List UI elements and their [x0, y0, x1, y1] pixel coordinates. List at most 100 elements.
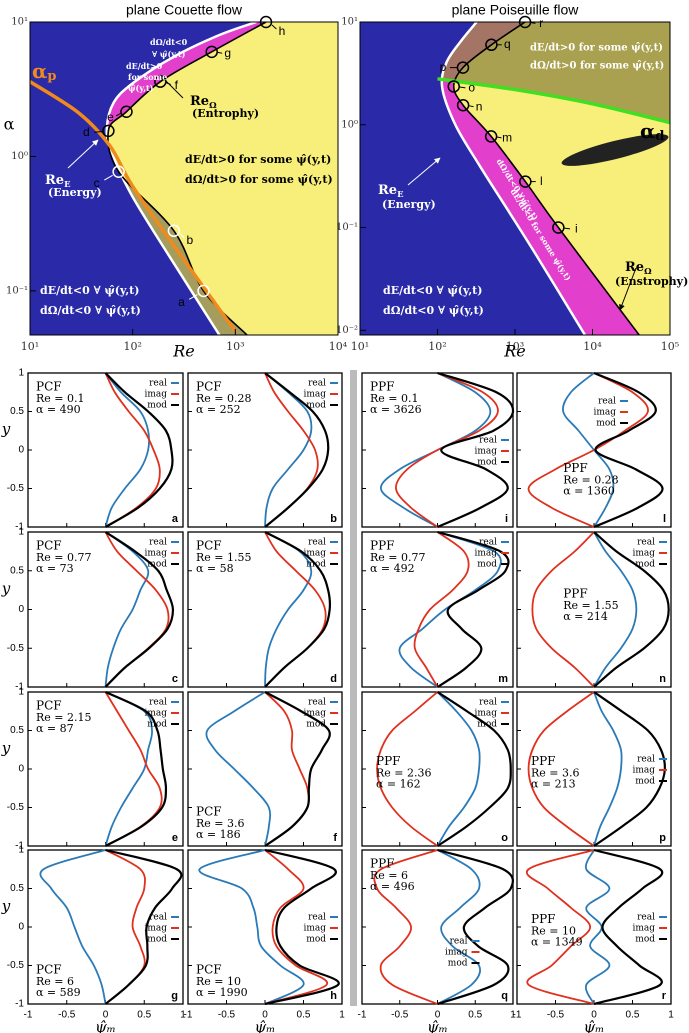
- curve: [437, 77, 670, 125]
- y-tick-label: -0.5: [7, 483, 25, 494]
- profile-line: [104, 372, 174, 528]
- profile-line: [413, 531, 470, 688]
- legend-label: real: [149, 538, 167, 548]
- x-tick-label: 10³: [226, 340, 244, 353]
- y-tick-label: 0.5: [10, 565, 24, 576]
- y-tick-label: 0.5: [10, 406, 24, 417]
- y-tick-label: 0.5: [10, 883, 24, 894]
- panel-letter: r: [662, 990, 667, 1002]
- legend-label: mod: [635, 560, 655, 570]
- x-tick-label: 10⁵: [661, 340, 679, 353]
- point-label: h: [279, 24, 286, 38]
- y-tick-label: 10⁰: [341, 119, 358, 130]
- legend-label: mod: [477, 458, 497, 468]
- region-between: [106, 22, 267, 150]
- point: [519, 175, 532, 188]
- x-axis-label: ψ̂ₘ: [255, 1018, 276, 1033]
- panel-annotation: α = 490: [36, 403, 81, 416]
- annotation: (Entrophy): [192, 107, 259, 120]
- point: [120, 105, 133, 119]
- y-tick-label: 1: [18, 527, 24, 538]
- x-tick-label: 10²: [428, 340, 446, 353]
- panel-annotation: Re = 0.28: [563, 473, 619, 486]
- x-tick-label: 0.5: [468, 1010, 482, 1021]
- panel-letter: l: [663, 513, 666, 525]
- legend-label: real: [637, 538, 655, 548]
- panel-frame: [516, 691, 672, 847]
- profile-line: [104, 531, 175, 688]
- point: [456, 98, 470, 112]
- profile-line: [104, 848, 183, 1005]
- legend-label: mod: [477, 720, 497, 730]
- legend-label: mod: [448, 959, 468, 969]
- point-label: p: [440, 60, 447, 74]
- profile-line: [264, 372, 330, 528]
- y-tick-label: 0: [18, 604, 24, 615]
- legend-label: imag: [632, 924, 655, 934]
- region-stable: [360, 22, 585, 335]
- profile-line: [593, 531, 638, 688]
- y-tick-label: 10⁻¹: [6, 285, 28, 296]
- legend-label: real: [308, 698, 326, 708]
- panel-annotation: α = 162: [376, 777, 421, 790]
- annotation: for some: [128, 72, 167, 82]
- region-stable: [30, 22, 257, 335]
- panel-letter: i: [505, 513, 508, 525]
- legend-label: real: [149, 913, 167, 923]
- panel-annotation: α = 1360: [563, 484, 615, 497]
- panel-letter: e: [172, 832, 178, 844]
- x-tick-label: -0.5: [391, 1010, 409, 1021]
- y-tick-label: -1: [15, 682, 24, 693]
- annotation: dΩ/dt<0 ∀ ψ̂(y,t): [383, 304, 484, 317]
- profile-line: [104, 372, 161, 528]
- curve-label: ReE: [378, 183, 404, 199]
- point-label: a: [178, 295, 185, 309]
- y-tick-label: -1: [15, 841, 24, 852]
- panel-letter: d: [330, 673, 337, 685]
- x-tick-label: 1: [180, 1010, 186, 1021]
- annotation: dΩ/dt>0 for some ψ̂(y,t): [530, 61, 664, 72]
- profile-line: [264, 849, 328, 1005]
- panel-letter: c: [172, 673, 178, 685]
- profile-line: [436, 530, 510, 688]
- panel-frame: [27, 531, 184, 688]
- profile-line: [205, 691, 272, 847]
- legend-label: mod: [147, 935, 167, 945]
- annotation: dE/dt<0 ∀ ψ̂(y,t): [383, 284, 482, 297]
- y-tick-label: -0.5: [7, 643, 25, 654]
- legend-label: imag: [303, 924, 326, 934]
- profile-line: [593, 531, 670, 688]
- point-label: f: [175, 78, 179, 92]
- panel-annotation: Re = 0.1: [370, 392, 419, 405]
- y-tick-label: 10¹: [341, 17, 358, 28]
- panel-annotation: α = 1349: [531, 935, 583, 948]
- frame: [29, 21, 339, 336]
- panel-annotation: Re = 1.55: [563, 599, 619, 612]
- legend-label: real: [308, 913, 326, 923]
- panel-annotation: Re = 0.28: [196, 392, 252, 405]
- point-label: r: [539, 16, 543, 30]
- panel-letter: b: [330, 513, 337, 525]
- x-axis-label: ψ̂ₘ: [427, 1018, 448, 1033]
- legend-label: real: [479, 698, 497, 708]
- dark-region: [561, 134, 669, 166]
- x-tick-label: 10¹: [351, 340, 369, 353]
- point: [197, 284, 210, 298]
- annotation: dE/dt>0 for some ψ̂(y,t): [530, 43, 663, 54]
- panel-frame: [27, 849, 184, 1005]
- legend-label: imag: [303, 390, 326, 400]
- panel-label: PCF: [36, 380, 62, 394]
- panel-annotation: α = 186: [196, 828, 241, 841]
- panel-annotation: α = 589: [36, 986, 81, 999]
- point: [112, 165, 125, 178]
- legend-label: mod: [147, 560, 167, 570]
- legend-label: mod: [147, 401, 167, 411]
- profile-line: [104, 531, 150, 688]
